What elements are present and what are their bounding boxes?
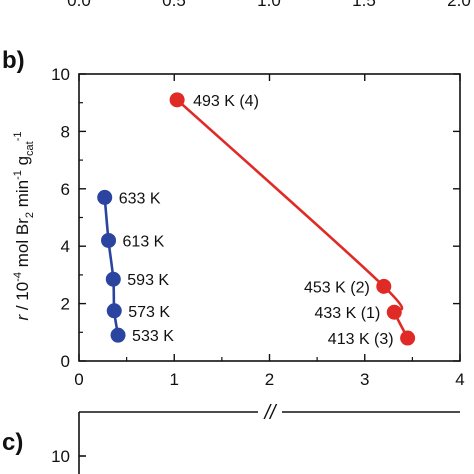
xtick-label: 0 <box>74 370 83 389</box>
xtick-label: 2 <box>265 370 274 389</box>
ytick-label: 4 <box>61 237 70 256</box>
data-point-label: 633 K <box>119 190 161 207</box>
panel-b-label: b) <box>2 47 25 74</box>
xtick-label: 3 <box>360 370 369 389</box>
top-xtick-label: 1.5 <box>352 0 376 10</box>
data-point-label: 573 K <box>128 304 170 321</box>
ytick-label: 10 <box>51 65 70 84</box>
data-point-label: 493 K (4) <box>193 93 259 110</box>
data-point-label: 533 K <box>132 328 174 345</box>
data-point <box>400 330 416 346</box>
top-xtick-label: 1.0 <box>257 0 281 10</box>
y-axis-label: r / 10-4 mol Br2 min-1 gcat-1 <box>12 131 36 320</box>
data-point <box>101 232 117 248</box>
axis-ticks: 0 1 2 3 4 0 2 4 6 8 10 <box>51 65 465 389</box>
data-point <box>106 303 122 319</box>
data-point <box>110 327 126 343</box>
data-point-label: 613 K <box>123 233 165 250</box>
series-line-1 <box>176 98 409 339</box>
axis-break-gap <box>258 402 282 420</box>
xtick-label: 1 <box>170 370 179 389</box>
data-point <box>105 271 121 287</box>
top-xtick-label: 2.0 <box>447 0 471 10</box>
ytick-label: 8 <box>61 122 70 141</box>
panel-c-ytick-label: 10 <box>51 447 70 466</box>
axis-break-mark: // <box>262 402 278 424</box>
data-point <box>376 278 392 294</box>
data-point <box>169 92 185 108</box>
top-panel-xtick-labels: 0.0 0.5 1.0 1.5 2.0 <box>67 0 471 10</box>
series-layer: 633 K 613 K 593 K 573 K 533 K 493 K (4) 453 K … <box>97 92 416 348</box>
ytick-label: 2 <box>61 295 70 314</box>
data-point-label: 413 K (3) <box>328 331 394 348</box>
panel-c-label: c) <box>2 429 23 456</box>
top-xtick-label: 0.0 <box>67 0 91 10</box>
data-point <box>97 189 113 205</box>
data-point-label: 593 K <box>127 272 169 289</box>
data-point <box>386 304 402 320</box>
ytick-label: 6 <box>61 180 70 199</box>
ytick-label: 0 <box>61 352 70 371</box>
xtick-label: 4 <box>455 370 464 389</box>
data-point-label: 453 K (2) <box>304 279 370 296</box>
data-point-label: 433 K (1) <box>314 305 380 322</box>
top-xtick-label: 0.5 <box>162 0 186 10</box>
